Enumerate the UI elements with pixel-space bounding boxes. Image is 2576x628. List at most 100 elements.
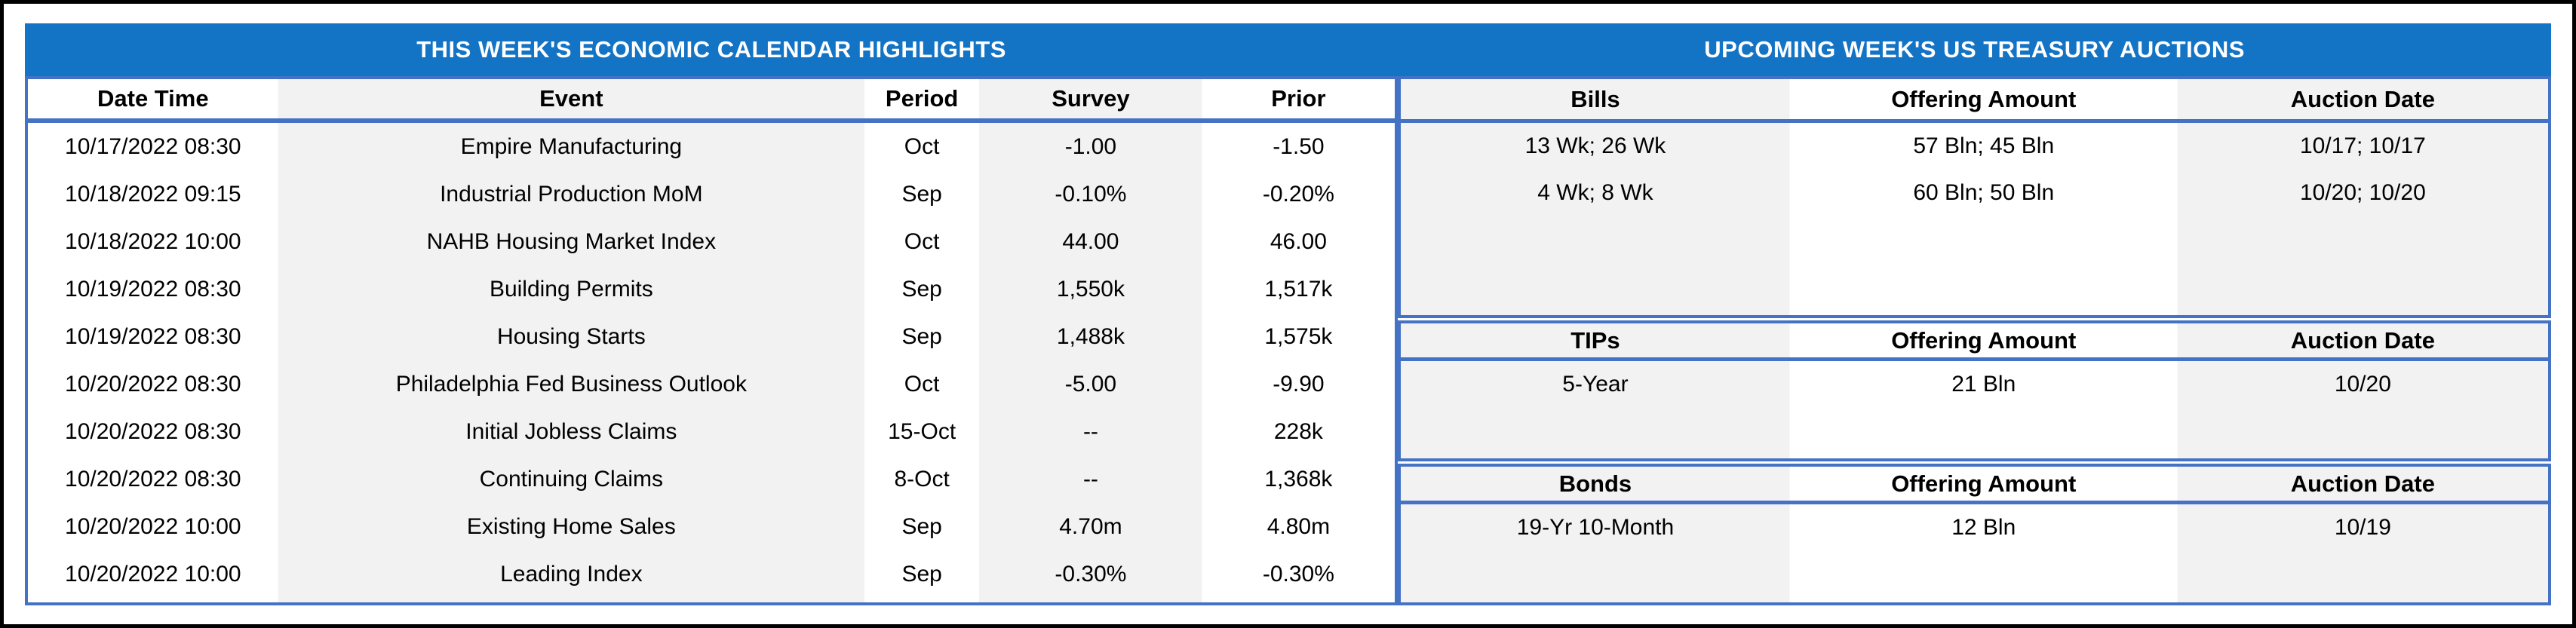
calendar-col-header-prior: Prior	[1271, 85, 1326, 112]
bonds-table: Bonds Offering Amount Auction Date 19-Yr…	[1398, 464, 2551, 605]
bills-header-cell: Bills	[1570, 85, 1620, 112]
period-cell: Sep	[901, 323, 942, 349]
period-cell: Oct	[904, 228, 940, 254]
bills-body: 13 Wk; 26 Wk 57 Bln; 45 Bln 10/17; 10/17…	[1401, 123, 2548, 315]
auction-date-cell: 10/19	[2334, 515, 2391, 540]
instrument-cell: 13 Wk; 26 Wk	[1524, 133, 1666, 158]
period-cell: 15-Oct	[888, 418, 956, 444]
offering-amount-cell: 21 Bln	[1951, 372, 2016, 397]
bills-header-row: Bills Offering Amount Auction Date	[1401, 79, 2548, 123]
calendar-row: 10/18/2022 09:15 Industrial Production M…	[28, 170, 1395, 218]
calendar-row: 10/20/2022 10:00 Existing Home Sales Sep…	[28, 503, 1395, 550]
prior-cell: 1,517k	[1264, 276, 1333, 302]
prior-cell: 4.80m	[1267, 513, 1331, 539]
date-time-cell: 10/19/2022 08:30	[65, 276, 241, 302]
date-time-cell: 10/20/2022 08:30	[65, 418, 241, 444]
calendar-body: 10/17/2022 08:30 Empire Manufacturing Oc…	[28, 123, 1395, 602]
bills-table: Bills Offering Amount Auction Date 13 Wk…	[1398, 76, 2551, 318]
calendar-col-header-date-time: Date Time	[97, 85, 209, 112]
auction-row: 13 Wk; 26 Wk 57 Bln; 45 Bln 10/17; 10/17	[1401, 123, 2548, 170]
date-time-cell: 10/20/2022 08:30	[65, 466, 241, 492]
auction-date-header-cell: Auction Date	[2290, 85, 2435, 112]
calendar-row: 10/20/2022 08:30 Initial Jobless Claims …	[28, 408, 1395, 455]
event-cell: Leading Index	[500, 561, 643, 587]
period-cell: Sep	[901, 513, 942, 539]
economic-calendar-table: Date Time Event Period Survey Prior 10/1…	[25, 76, 1399, 605]
event-cell: NAHB Housing Market Index	[426, 228, 717, 254]
survey-cell: --	[1082, 418, 1098, 444]
tips-body: 5-Year 21 Bln 10/20	[1401, 361, 2548, 458]
prior-cell: -1.50	[1273, 133, 1325, 159]
bonds-header-cell: Bonds	[1558, 470, 1632, 497]
calendar-row: 10/20/2022 08:30 Continuing Claims 8-Oct…	[28, 455, 1395, 503]
auction-row: 5-Year 21 Bln 10/20	[1401, 361, 2548, 408]
tips-header-row: TIPs Offering Amount Auction Date	[1401, 323, 2548, 361]
period-cell: Oct	[904, 371, 940, 397]
survey-cell: 1,550k	[1056, 276, 1125, 302]
auction-date-cell: 10/17; 10/17	[2299, 133, 2426, 158]
auction-date-cell: 10/20; 10/20	[2299, 180, 2426, 205]
auction-date-header-cell: Auction Date	[2290, 470, 2435, 497]
auctions-title: UPCOMING WEEK'S US TREASURY AUCTIONS	[1704, 36, 2245, 63]
period-cell: 8-Oct	[894, 466, 950, 492]
date-time-cell: 10/18/2022 10:00	[65, 228, 241, 254]
offering-amount-header-cell: Offering Amount	[1891, 326, 2077, 354]
calendar-col-header-period: Period	[885, 85, 959, 112]
survey-cell: -1.00	[1064, 133, 1117, 159]
auction-row: 19-Yr 10-Month 12 Bln 10/19	[1401, 504, 2548, 551]
auction-date-header-cell: Auction Date	[2290, 326, 2435, 354]
bonds-header-row: Bonds Offering Amount Auction Date	[1401, 467, 2548, 504]
event-cell: Initial Jobless Claims	[465, 418, 677, 444]
event-cell: Housing Starts	[496, 323, 646, 349]
survey-cell: -5.00	[1064, 371, 1117, 397]
calendar-row: 10/17/2022 08:30 Empire Manufacturing Oc…	[28, 123, 1395, 170]
survey-cell: -0.30%	[1055, 561, 1127, 587]
event-cell: Industrial Production MoM	[440, 181, 703, 207]
prior-cell: -9.90	[1273, 371, 1325, 397]
treasury-auctions-panel: Bills Offering Amount Auction Date 13 Wk…	[1398, 76, 2551, 605]
prior-cell: -0.30%	[1262, 561, 1334, 587]
event-cell: Existing Home Sales	[466, 513, 676, 539]
tips-header-cell: TIPs	[1570, 326, 1620, 354]
date-time-cell: 10/17/2022 08:30	[65, 133, 241, 159]
survey-cell: 4.70m	[1059, 513, 1122, 539]
offering-amount-header-cell: Offering Amount	[1891, 85, 2077, 112]
instrument-cell: 5-Year	[1562, 372, 1629, 397]
date-time-cell: 10/20/2022 10:00	[65, 513, 241, 539]
event-cell: Empire Manufacturing	[460, 133, 683, 159]
survey-cell: -0.10%	[1055, 181, 1127, 207]
survey-cell: --	[1082, 466, 1098, 492]
calendar-col-header-survey: Survey	[1052, 85, 1130, 112]
calendar-row: 10/20/2022 10:00 Leading Index Sep -0.30…	[28, 550, 1395, 598]
event-cell: Continuing Claims	[479, 466, 664, 492]
offering-amount-cell: 60 Bln; 50 Bln	[1913, 180, 2055, 205]
calendar-row: 10/19/2022 08:30 Building Permits Sep 1,…	[28, 265, 1395, 313]
survey-cell: 44.00	[1062, 228, 1119, 254]
instrument-cell: 19-Yr 10-Month	[1516, 515, 1675, 540]
prior-cell: -0.20%	[1262, 181, 1334, 207]
date-time-cell: 10/20/2022 10:00	[65, 561, 241, 587]
calendar-title: THIS WEEK'S ECONOMIC CALENDAR HIGHLIGHTS	[416, 36, 1006, 63]
auction-date-cell: 10/20	[2334, 372, 2391, 397]
survey-cell: 1,488k	[1056, 323, 1125, 349]
offering-amount-cell: 57 Bln; 45 Bln	[1913, 133, 2055, 158]
calendar-row: 10/19/2022 08:30 Housing Starts Sep 1,48…	[28, 313, 1395, 360]
offering-amount-cell: 12 Bln	[1951, 515, 2016, 540]
event-cell: Building Permits	[489, 276, 653, 302]
tables-area: Date Time Event Period Survey Prior 10/1…	[25, 76, 2551, 605]
date-time-cell: 10/19/2022 08:30	[65, 323, 241, 349]
event-cell: Philadelphia Fed Business Outlook	[395, 371, 747, 397]
prior-cell: 46.00	[1270, 228, 1327, 254]
prior-cell: 1,368k	[1264, 466, 1333, 492]
date-time-cell: 10/18/2022 09:15	[65, 181, 241, 207]
period-cell: Oct	[904, 133, 940, 159]
prior-cell: 228k	[1273, 418, 1323, 444]
period-cell: Sep	[901, 276, 942, 302]
instrument-cell: 4 Wk; 8 Wk	[1537, 180, 1653, 205]
date-time-cell: 10/20/2022 08:30	[65, 371, 241, 397]
title-band: THIS WEEK'S ECONOMIC CALENDAR HIGHLIGHTS…	[25, 23, 2551, 76]
period-cell: Sep	[901, 561, 942, 587]
tips-table: TIPs Offering Amount Auction Date 5-Year…	[1398, 320, 2551, 461]
calendar-col-header-event: Event	[539, 85, 603, 112]
